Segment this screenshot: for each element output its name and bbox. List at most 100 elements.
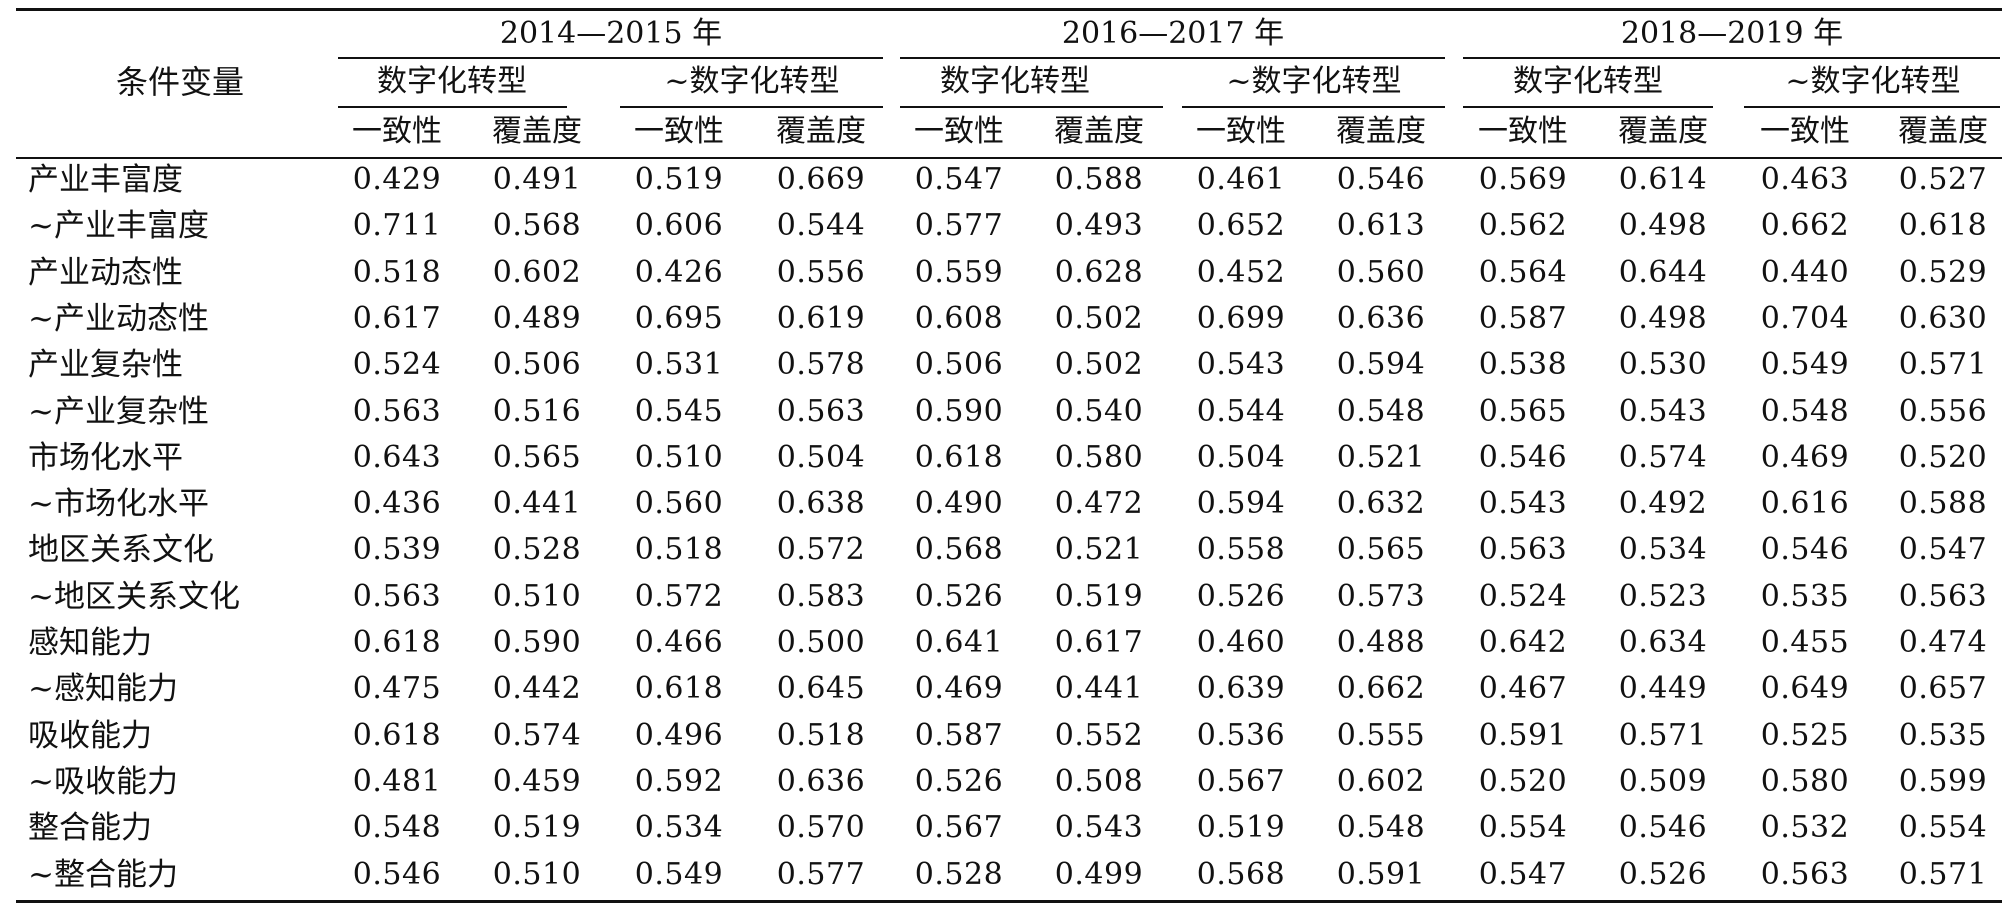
table-cell: 0.662	[1336, 671, 1426, 706]
table-cell: 0.492	[1618, 486, 1708, 521]
outcome-header: ~数字化转型	[1785, 64, 1961, 99]
table-cell: 0.711	[352, 208, 442, 243]
table-cell: 0.570	[776, 810, 866, 845]
table-cell: 0.546	[1618, 810, 1708, 845]
table-cell: 0.474	[1898, 625, 1988, 660]
row-label: ~感知能力	[28, 671, 178, 707]
table-cell: 0.565	[1336, 532, 1426, 567]
table-cell: 0.524	[1478, 579, 1568, 614]
measure-header: 一致性	[634, 114, 724, 149]
table-cell: 0.467	[1478, 671, 1568, 706]
table-cell: 0.617	[1054, 625, 1144, 660]
table-cell: 0.528	[492, 532, 582, 567]
bottom-rule	[16, 900, 2002, 903]
table-cell: 0.568	[914, 532, 1004, 567]
table-cell: 0.567	[1196, 764, 1286, 799]
table-cell: 0.617	[352, 301, 442, 336]
table-cell: 0.606	[634, 208, 724, 243]
period-rule	[900, 57, 1445, 59]
table-cell: 0.526	[1618, 857, 1708, 892]
table-cell: 0.574	[492, 718, 582, 753]
table-cell: 0.526	[1196, 579, 1286, 614]
table-cell: 0.463	[1760, 162, 1850, 197]
row-label: 吸收能力	[28, 718, 152, 754]
table-cell: 0.572	[776, 532, 866, 567]
table-cell: 0.641	[914, 625, 1004, 660]
measure-header: 覆盖度	[1054, 114, 1144, 149]
table-cell: 0.560	[1336, 255, 1426, 290]
table-cell: 0.506	[492, 347, 582, 382]
table-cell: 0.591	[1478, 718, 1568, 753]
outcome-rule	[338, 106, 567, 108]
outcome-rule	[1744, 106, 2000, 108]
table-cell: 0.588	[1898, 486, 1988, 521]
table-cell: 0.588	[1054, 162, 1144, 197]
table-cell: 0.504	[1196, 440, 1286, 475]
table-cell: 0.466	[634, 625, 724, 660]
table-cell: 0.460	[1196, 625, 1286, 660]
table-cell: 0.525	[1760, 718, 1850, 753]
table-cell: 0.535	[1898, 718, 1988, 753]
table-cell: 0.568	[1196, 857, 1286, 892]
table-cell: 0.563	[1760, 857, 1850, 892]
table-cell: 0.563	[1898, 579, 1988, 614]
table-cell: 0.441	[1054, 671, 1144, 706]
table-cell: 0.552	[1054, 718, 1144, 753]
table-cell: 0.545	[634, 394, 724, 429]
period-rule	[338, 57, 883, 59]
table-cell: 0.580	[1760, 764, 1850, 799]
table-cell: 0.546	[1760, 532, 1850, 567]
table-cell: 0.594	[1336, 347, 1426, 382]
table-cell: 0.558	[1196, 532, 1286, 567]
table-cell: 0.638	[776, 486, 866, 521]
table-cell: 0.531	[634, 347, 724, 382]
table-cell: 0.449	[1618, 671, 1708, 706]
table-cell: 0.563	[1478, 532, 1568, 567]
row-label: ~产业丰富度	[28, 208, 209, 244]
table-cell: 0.481	[352, 764, 442, 799]
row-label: 产业复杂性	[28, 347, 183, 383]
table-cell: 0.618	[1898, 208, 1988, 243]
row-label: ~产业复杂性	[28, 394, 209, 430]
table-cell: 0.583	[776, 579, 866, 614]
table-cell: 0.591	[1336, 857, 1426, 892]
table-cell: 0.455	[1760, 625, 1850, 660]
table-cell: 0.500	[776, 625, 866, 660]
table-cell: 0.520	[1898, 440, 1988, 475]
table-cell: 0.508	[1054, 764, 1144, 799]
table-cell: 0.618	[634, 671, 724, 706]
table-cell: 0.577	[776, 857, 866, 892]
table-cell: 0.556	[776, 255, 866, 290]
table-cell: 0.618	[352, 625, 442, 660]
row-label: 地区关系文化	[28, 532, 214, 568]
measure-header: 一致性	[1478, 114, 1568, 149]
table-cell: 0.548	[1336, 810, 1426, 845]
table-cell: 0.452	[1196, 255, 1286, 290]
period-header: 2018—2019 年	[1620, 16, 1844, 51]
table-cell: 0.498	[1618, 208, 1708, 243]
table-cell: 0.532	[1760, 810, 1850, 845]
measure-header: 一致性	[1760, 114, 1850, 149]
table-cell: 0.563	[776, 394, 866, 429]
header-bottom-rule	[16, 157, 2002, 159]
table-cell: 0.565	[1478, 394, 1568, 429]
table-cell: 0.502	[1054, 347, 1144, 382]
table-cell: 0.699	[1196, 301, 1286, 336]
table-cell: 0.509	[1618, 764, 1708, 799]
table-cell: 0.573	[1336, 579, 1426, 614]
table-cell: 0.528	[914, 857, 1004, 892]
table-cell: 0.521	[1336, 440, 1426, 475]
table-cell: 0.554	[1478, 810, 1568, 845]
row-label: ~产业动态性	[28, 301, 209, 337]
table-cell: 0.535	[1760, 579, 1850, 614]
table-cell: 0.618	[914, 440, 1004, 475]
table-cell: 0.502	[1054, 301, 1144, 336]
table-cell: 0.590	[914, 394, 1004, 429]
table-cell: 0.704	[1760, 301, 1850, 336]
table-cell: 0.499	[1054, 857, 1144, 892]
table-cell: 0.644	[1618, 255, 1708, 290]
table-cell: 0.489	[492, 301, 582, 336]
table-cell: 0.662	[1760, 208, 1850, 243]
table-cell: 0.562	[1478, 208, 1568, 243]
